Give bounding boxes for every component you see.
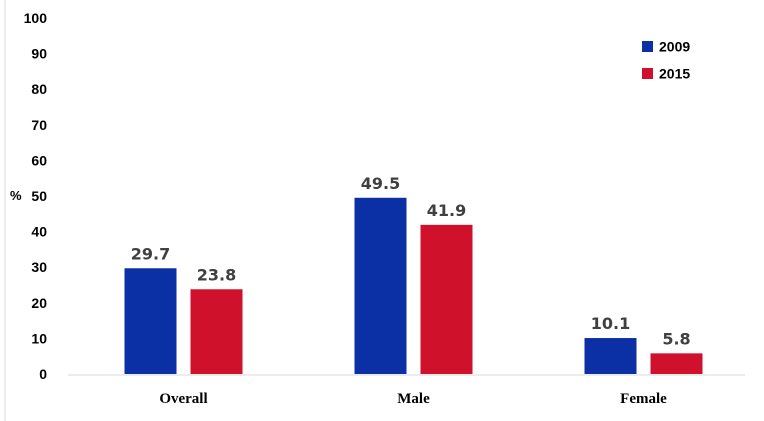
bars: 29.7 49.5 10.1 23.8 41.9 5.8: [124, 174, 703, 374]
data-label: 49.5: [361, 174, 400, 193]
data-label: 10.1: [591, 314, 630, 333]
bar-male-2015: [420, 224, 473, 374]
x-category-label: Female: [620, 391, 667, 407]
y-tick-label: 90: [31, 46, 47, 62]
x-category-label: Overall: [159, 391, 207, 407]
legend-swatch: [642, 68, 653, 79]
legend-label: 2009: [659, 39, 690, 55]
y-tick-label: 20: [31, 295, 47, 311]
y-tick-label: 0: [39, 366, 47, 382]
y-tick-label: 10: [31, 330, 47, 346]
y-axis-ticks: 0 10 20 30 40 50 60 70 80 90 100: [24, 10, 48, 382]
y-tick-label: 100: [24, 10, 48, 26]
data-label: 41.9: [427, 201, 466, 220]
y-tick-label: 60: [31, 152, 47, 168]
y-tick-label: 50: [31, 188, 47, 204]
bar-male-2009: [354, 197, 407, 374]
bar-female-2009: [584, 338, 637, 374]
bar-overall-2009: [124, 268, 177, 374]
data-label: 29.7: [131, 244, 170, 263]
bar-female-2015: [650, 353, 703, 374]
x-category-label: Male: [397, 391, 430, 407]
bar-overall-2015: [190, 289, 243, 374]
x-axis-categories: Overall Male Female: [159, 391, 667, 407]
y-tick-label: 80: [31, 81, 47, 97]
y-axis-label: %: [10, 188, 22, 203]
legend-label: 2015: [659, 66, 690, 82]
data-label: 23.8: [197, 265, 236, 284]
legend-swatch: [642, 41, 653, 52]
y-tick-label: 70: [31, 117, 47, 133]
data-label: 5.8: [662, 329, 690, 348]
y-tick-label: 40: [31, 224, 47, 240]
y-tick-label: 30: [31, 259, 47, 275]
legend: 2009 2015: [642, 39, 690, 82]
